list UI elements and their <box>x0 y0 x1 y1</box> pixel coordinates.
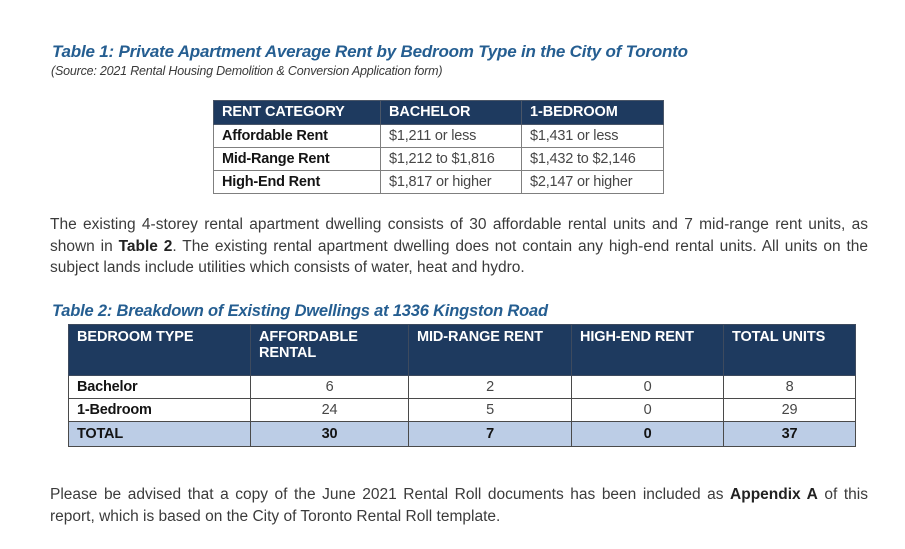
table1-cell-value: $1,817 or higher <box>380 170 522 194</box>
table1-cell-value: $1,211 or less <box>380 124 522 148</box>
paragraph-text: of this report, which is based on the Ci… <box>50 486 868 525</box>
dwellings-breakdown-table: BEDROOM TYPE AFFORDABLE RENTAL MID-RANGE… <box>68 324 856 447</box>
table1-row-high-end: High-End Rent $1,817 or higher $2,147 or… <box>213 170 664 194</box>
table2-header-high-end-rent: HIGH-END RENT <box>571 324 724 376</box>
paragraph-text: . The existing rental apartment dwelling… <box>50 237 869 277</box>
table1-cell-value: $2,147 or higher <box>521 170 664 194</box>
table2-total-value: 30 <box>250 421 409 447</box>
paragraph-text: Please be advised that a copy of the Jun… <box>50 486 731 503</box>
table2-total-label: TOTAL <box>68 421 251 447</box>
rent-category-table: RENT CATEGORY BACHELOR 1-BEDROOM Afforda… <box>213 100 664 194</box>
table2-total-value: 37 <box>723 421 856 447</box>
table2-title: Table 2: Breakdown of Existing Dwellings… <box>52 302 548 320</box>
table2-header-mid-range-rent: MID-RANGE RENT <box>408 324 572 376</box>
table2-total-value: 7 <box>408 421 572 447</box>
table2-cell-label: 1-Bedroom <box>68 398 251 422</box>
table2-total-value: 0 <box>571 421 724 447</box>
table1-source: (Source: 2021 Rental Housing Demolition … <box>51 64 443 78</box>
table1-cell-label: Affordable Rent <box>213 124 381 148</box>
table2-header-row: BEDROOM TYPE AFFORDABLE RENTAL MID-RANGE… <box>68 324 856 376</box>
table1-cell-value: $1,432 to $2,146 <box>521 147 664 171</box>
table1-header-row: RENT CATEGORY BACHELOR 1-BEDROOM <box>213 100 664 125</box>
table2-reference: Table 2 <box>118 237 173 255</box>
table2-header-bedroom-type: BEDROOM TYPE <box>68 324 251 376</box>
table1-row-affordable: Affordable Rent $1,211 or less $1,431 or… <box>213 124 664 148</box>
table1-header-1-bedroom: 1-BEDROOM <box>521 100 664 125</box>
table2-cell-value: 8 <box>723 375 856 399</box>
body-paragraph-appendix-note: Please be advised that a copy of the Jun… <box>50 484 868 527</box>
table1-header-bachelor: BACHELOR <box>380 100 522 125</box>
table1-cell-value: $1,212 to $1,816 <box>380 147 522 171</box>
table2-cell-value: 29 <box>723 398 856 422</box>
table1-cell-label: Mid-Range Rent <box>213 147 381 171</box>
table1-title: Table 1: Private Apartment Average Rent … <box>52 42 688 61</box>
table2-header-total-units: TOTAL UNITS <box>723 324 856 376</box>
table1-cell-value: $1,431 or less <box>521 124 664 148</box>
body-paragraph-existing-units: The existing 4-storey rental apartment d… <box>50 214 868 279</box>
table2-cell-value: 0 <box>571 375 724 399</box>
appendix-a-reference: Appendix A <box>730 486 818 503</box>
table1-header-rent-category: RENT CATEGORY <box>213 100 381 125</box>
paragraph-text: The existing 4-storey rental apartment d… <box>50 216 868 255</box>
table2-cell-value: 6 <box>250 375 409 399</box>
table2-header-affordable-rental: AFFORDABLE RENTAL <box>250 324 409 376</box>
table2-cell-value: 5 <box>408 398 572 422</box>
table2-row-1-bedroom: 1-Bedroom 24 5 0 29 <box>68 398 856 422</box>
table2-cell-value: 2 <box>408 375 572 399</box>
table1-row-mid-range: Mid-Range Rent $1,212 to $1,816 $1,432 t… <box>213 147 664 171</box>
table2-row-total: TOTAL 30 7 0 37 <box>68 421 856 447</box>
table2-row-bachelor: Bachelor 6 2 0 8 <box>68 375 856 399</box>
table2-cell-label: Bachelor <box>68 375 251 399</box>
table1-cell-label: High-End Rent <box>213 170 381 194</box>
table2-cell-value: 0 <box>571 398 724 422</box>
table2-cell-value: 24 <box>250 398 409 422</box>
